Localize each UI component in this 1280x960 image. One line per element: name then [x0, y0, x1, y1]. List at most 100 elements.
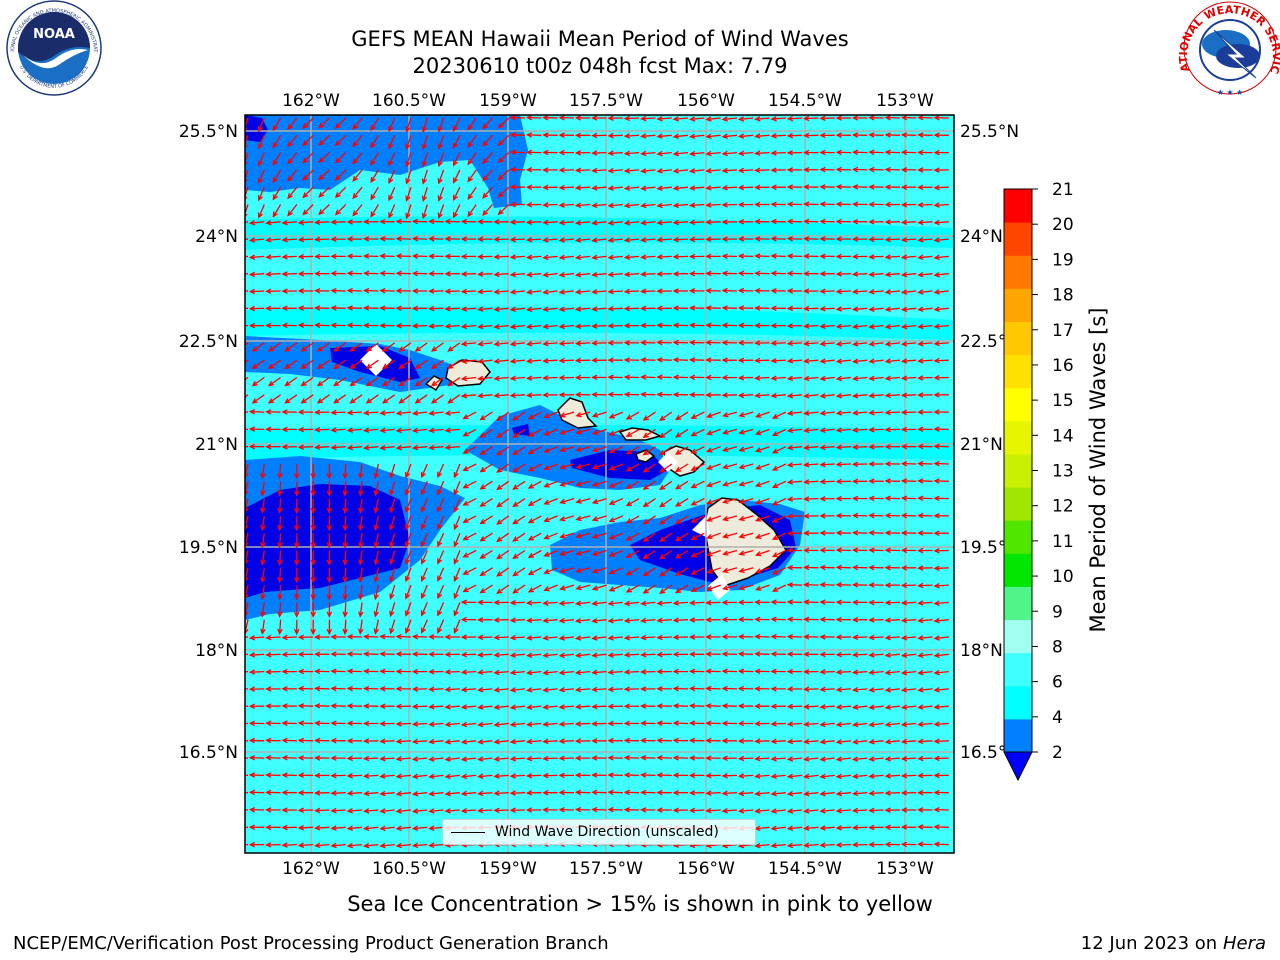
wind-wave-arrow [445, 411, 460, 415]
lon-ticks-bottom: 162°W 160.5°W 159°W 157.5°W 156°W 154.5°W 153°… [282, 859, 934, 879]
lat-tick-left: 22.5°N [179, 332, 238, 352]
wind-wave-arrowhead [460, 393, 468, 399]
wind-wave-arrowhead [527, 431, 535, 437]
wind-wave-arrowhead [382, 380, 389, 387]
wind-wave-arrowhead [512, 553, 519, 560]
wind-wave-arrow [389, 567, 396, 582]
wind-wave-arrow [359, 619, 363, 634]
wind-wave-arrowhead [404, 627, 411, 635]
lon-tick-bottom: 157.5°W [569, 859, 643, 879]
wind-wave-arrowhead [558, 687, 565, 693]
wind-wave-arrowhead [574, 755, 582, 761]
wind-wave-arrowhead [444, 253, 451, 260]
wind-wave-arrowhead [477, 599, 484, 606]
wind-wave-arrowhead [835, 427, 843, 433]
wind-wave-arrowhead [558, 219, 565, 226]
run-date: 12 Jun 2023 [1080, 933, 1190, 954]
wind-wave-arrowhead [284, 398, 291, 404]
wind-wave-arrowhead [398, 346, 405, 352]
colorbar-segment [1004, 652, 1032, 687]
wind-wave-arrow [252, 376, 265, 387]
wind-wave-arrowhead [819, 444, 826, 451]
wind-wave-arrowhead [835, 773, 843, 780]
wind-wave-arrowhead [444, 306, 451, 312]
wind-wave-arrowhead [346, 755, 353, 762]
wind-wave-arrow [560, 290, 575, 294]
wind-wave-arrowhead [496, 432, 503, 439]
wind-wave-arrow [674, 238, 689, 241]
wind-wave-arrowhead [722, 533, 729, 539]
wind-wave-arrowhead [933, 323, 940, 330]
wind-wave-arrowhead [404, 489, 411, 496]
wind-wave-arrowhead [851, 218, 859, 225]
wind-wave-arrow [496, 428, 510, 438]
wind-wave-arrowhead [819, 547, 826, 553]
wind-wave-arrow [691, 446, 705, 454]
wind-wave-arrowhead [493, 599, 500, 606]
wind-wave-arrow [804, 480, 819, 483]
wind-wave-arrow [480, 498, 493, 507]
wind-wave-arrow [397, 826, 412, 830]
wind-wave-arrowhead [527, 500, 535, 506]
wind-wave-arrowhead [365, 398, 372, 404]
wind-wave-arrowhead [851, 686, 859, 693]
wind-wave-arrow [364, 774, 379, 777]
wind-wave-arrow [837, 774, 852, 778]
wind-wave-arrowhead [640, 600, 647, 607]
wind-wave-arrowhead [428, 253, 435, 259]
wind-wave-arrowhead [607, 635, 614, 641]
wind-wave-arrow [285, 376, 298, 387]
wind-wave-arrowhead [591, 669, 598, 676]
wind-wave-arrow [344, 567, 347, 582]
wind-wave-arrowhead [346, 842, 354, 849]
wind-wave-arrowhead [467, 159, 473, 166]
wind-wave-arrowhead [411, 703, 419, 710]
wind-wave-arrow [413, 722, 428, 725]
wind-wave-arrow [527, 238, 542, 241]
wind-wave-arrowhead [705, 168, 712, 174]
wind-wave-arrowhead [754, 375, 761, 381]
wind-wave-arrow [869, 376, 884, 380]
wind-wave-arrowhead [690, 413, 697, 419]
wind-wave-arrow [820, 307, 835, 310]
wind-wave-arrow [429, 722, 444, 726]
wind-wave-arrow [245, 117, 249, 130]
wind-wave-arrowhead [265, 254, 272, 260]
wind-wave-arrowhead [754, 516, 762, 522]
wind-wave-arrowhead [835, 739, 843, 745]
wind-wave-arrowhead [248, 686, 256, 692]
wind-wave-arrowhead [543, 430, 550, 436]
wind-wave-arrowhead [786, 842, 794, 849]
wind-wave-arrow [429, 757, 444, 761]
wind-wave-arrow [463, 584, 477, 593]
wind-wave-arrow [820, 792, 835, 795]
wind-wave-arrowhead [453, 523, 459, 531]
wind-wave-arrow [429, 705, 444, 708]
wind-wave-arrow [820, 705, 835, 708]
wind-wave-arrowhead [917, 824, 924, 830]
wind-wave-arrow [934, 653, 949, 657]
wind-wave-arrowhead [267, 363, 275, 370]
wind-wave-arrow [576, 255, 591, 259]
wind-wave-arrowhead [453, 506, 459, 513]
wind-wave-arrowhead [786, 599, 794, 605]
wind-wave-arrow [772, 428, 787, 436]
wind-wave-arrow [885, 376, 901, 380]
wind-wave-arrowhead [851, 166, 859, 173]
wind-wave-arrowhead [672, 789, 679, 796]
wind-wave-arrow [576, 203, 591, 207]
wind-wave-arrowhead [819, 669, 826, 675]
wind-wave-arrowhead [477, 652, 484, 658]
wind-wave-arrowhead [395, 427, 403, 434]
wind-wave-arrow [820, 480, 835, 483]
wind-wave-arrowhead [819, 825, 826, 831]
wind-wave-arrow [245, 342, 249, 346]
wind-wave-arrowhead [281, 634, 288, 641]
wind-wave-arrow [902, 342, 917, 345]
wind-wave-arrowhead [642, 588, 649, 594]
wind-wave-arrowhead [868, 115, 875, 121]
wind-wave-arrow [285, 359, 298, 369]
wind-wave-arrow [344, 585, 347, 600]
colorbar-tick-label: 20 [1052, 215, 1074, 235]
wind-wave-arrowhead [690, 483, 697, 489]
